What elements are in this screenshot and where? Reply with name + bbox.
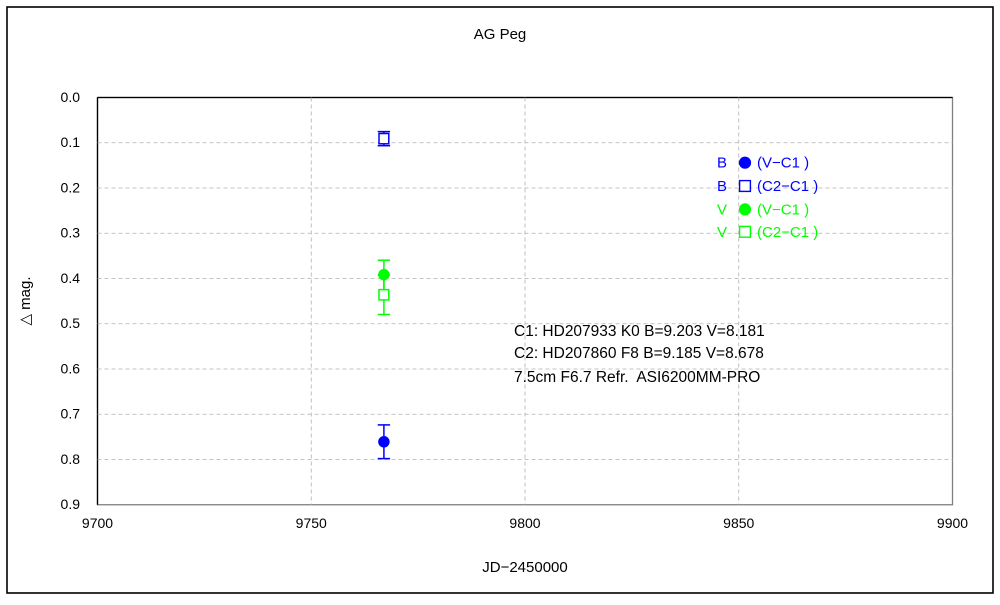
svg-text:0.2: 0.2 — [61, 180, 81, 196]
svg-text:C1: HD207933 K0 B=9.203 V=8.18: C1: HD207933 K0 B=9.203 V=8.181 — [514, 323, 765, 340]
svg-text:0.8: 0.8 — [61, 451, 81, 467]
svg-text:9850: 9850 — [723, 515, 754, 531]
svg-text:B: B — [717, 178, 727, 195]
svg-text:9700: 9700 — [82, 515, 113, 531]
svg-text:(V−C1 ): (V−C1 ) — [757, 155, 809, 172]
svg-text:AG Peg: AG Peg — [474, 26, 527, 43]
svg-text:7.5cm F6.7 Refr. ASI6200MM-PR: 7.5cm F6.7 Refr. ASI6200MM-PRO — [514, 369, 760, 386]
svg-text:0.6: 0.6 — [61, 361, 81, 377]
svg-text:0.0: 0.0 — [61, 89, 81, 105]
svg-text:(C2−C1 ): (C2−C1 ) — [757, 224, 818, 241]
svg-text:0.9: 0.9 — [61, 496, 81, 512]
svg-text:C2: HD207860 F8 B=9.185 V=8.67: C2: HD207860 F8 B=9.185 V=8.678 — [514, 345, 764, 362]
svg-text:B: B — [717, 155, 727, 172]
svg-text:(V−C1 ): (V−C1 ) — [757, 201, 809, 218]
svg-text:0.7: 0.7 — [61, 406, 81, 422]
svg-text:△ mag.: △ mag. — [17, 276, 34, 325]
svg-text:V: V — [717, 224, 727, 241]
svg-text:0.5: 0.5 — [61, 315, 81, 331]
svg-text:0.3: 0.3 — [61, 225, 81, 241]
svg-text:0.1: 0.1 — [61, 134, 81, 150]
svg-text:V: V — [717, 201, 727, 218]
svg-text:JD−2450000: JD−2450000 — [482, 559, 568, 576]
svg-text:9750: 9750 — [296, 515, 327, 531]
svg-text:9800: 9800 — [509, 515, 540, 531]
svg-text:9900: 9900 — [937, 515, 968, 531]
svg-text:(C2−C1 ): (C2−C1 ) — [757, 178, 818, 195]
svg-text:0.4: 0.4 — [61, 270, 81, 286]
